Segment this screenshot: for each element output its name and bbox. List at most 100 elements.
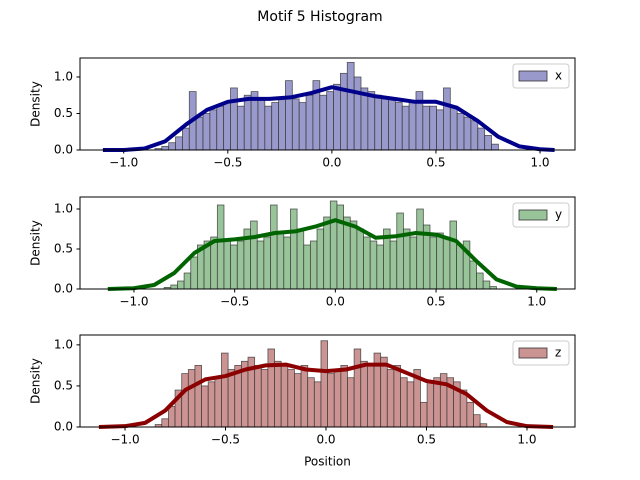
bar: [401, 105, 410, 151]
y-tick-label: 0.5: [54, 378, 73, 392]
bar: [227, 369, 236, 428]
bar: [168, 142, 176, 151]
x-tick-label: −1.0: [119, 295, 148, 309]
bar: [161, 418, 169, 428]
x-tick-label: −1.0: [110, 433, 139, 447]
bar: [278, 98, 286, 151]
x-tick-label: 1.0: [527, 295, 546, 309]
bar: [477, 127, 486, 151]
bar: [161, 145, 170, 151]
bar: [175, 136, 183, 151]
bar: [388, 98, 396, 151]
bar: [276, 232, 285, 290]
bar: [349, 220, 358, 290]
bar: [320, 340, 329, 428]
bar: [476, 272, 484, 290]
bar: [287, 369, 295, 428]
bar: [323, 216, 331, 290]
y-tick-label: 1.0: [54, 337, 73, 351]
x-axis-label: Position: [304, 455, 351, 469]
bar: [283, 236, 291, 290]
bar: [307, 377, 315, 428]
bar: [409, 236, 418, 290]
y-tick-label: 0.5: [54, 106, 73, 120]
axes-frame: [79, 196, 576, 290]
bar: [408, 102, 417, 151]
bar: [484, 134, 492, 151]
bar: [426, 381, 435, 428]
bar: [443, 87, 451, 151]
bar: [363, 236, 371, 290]
bar: [376, 244, 384, 290]
bar: [360, 360, 368, 428]
bar: [463, 116, 472, 151]
bar: [230, 244, 238, 290]
x-tick-label: 0.5: [426, 295, 445, 309]
bar: [386, 369, 395, 428]
bar: [327, 373, 335, 428]
bar: [340, 72, 348, 151]
bar: [264, 105, 273, 151]
bar: [230, 87, 238, 151]
axes-frame: [79, 334, 576, 428]
bar: [303, 244, 311, 290]
bar: [436, 109, 444, 151]
bar: [369, 240, 378, 290]
bar: [291, 98, 300, 151]
kde-line: [102, 85, 555, 152]
bar: [254, 364, 262, 428]
legend-swatch: [518, 347, 548, 359]
bar: [333, 83, 341, 151]
x-tick-label: −0.5: [213, 156, 242, 170]
bar: [170, 284, 178, 290]
bar: [381, 98, 389, 151]
bar: [469, 260, 477, 290]
y-tick-label: 0.0: [54, 420, 73, 434]
bar: [456, 113, 465, 151]
bar: [294, 373, 302, 428]
bar: [449, 220, 457, 290]
axes-frame: [79, 57, 576, 151]
x-tick-label: 0.5: [426, 156, 445, 170]
bar: [393, 364, 401, 428]
bar: [202, 113, 211, 151]
bar: [336, 204, 345, 290]
bar: [473, 414, 481, 428]
bar: [333, 369, 342, 428]
bar: [187, 369, 196, 428]
bar: [366, 364, 375, 428]
bar: [182, 127, 190, 151]
bar: [250, 220, 258, 290]
kde-line: [107, 218, 557, 291]
bar: [300, 364, 309, 428]
bar: [420, 401, 428, 428]
bar: [466, 401, 474, 428]
bar: [389, 240, 398, 290]
bar: [285, 80, 293, 151]
bar: [214, 377, 222, 428]
x-tick-label: 1.0: [530, 156, 549, 170]
bar: [256, 240, 265, 290]
bar: [367, 91, 376, 151]
bar: [470, 120, 479, 151]
bar: [263, 236, 271, 290]
bar: [270, 204, 278, 290]
bar: [403, 228, 411, 290]
bar: [216, 204, 225, 290]
x-tick-label: 0.0: [326, 295, 345, 309]
bar: [181, 373, 189, 428]
y-tick-label: 1.0: [54, 69, 73, 83]
bar: [190, 256, 198, 290]
bar: [380, 356, 388, 428]
bar: [456, 244, 464, 290]
kde-line: [98, 362, 554, 429]
bar: [400, 377, 408, 428]
bar: [429, 105, 437, 151]
bar: [177, 280, 185, 290]
bar: [280, 364, 289, 428]
legend-label: y: [555, 208, 562, 222]
bar: [207, 381, 216, 428]
bar: [305, 94, 314, 151]
bar: [416, 208, 424, 290]
